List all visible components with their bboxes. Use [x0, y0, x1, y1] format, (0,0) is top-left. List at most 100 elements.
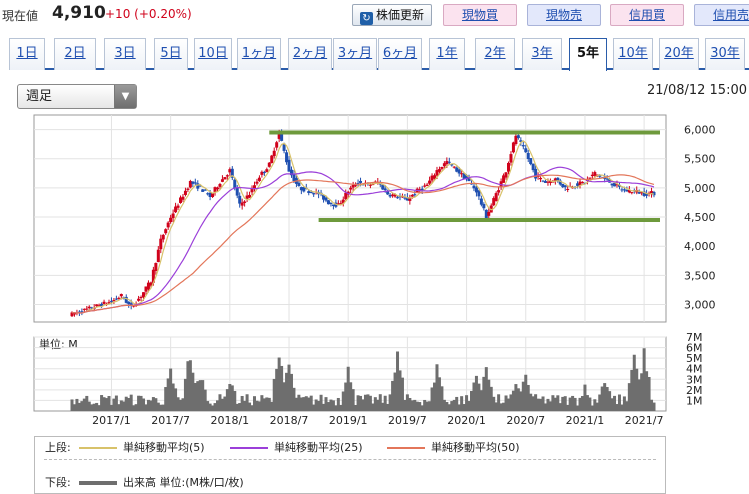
tab-14[interactable]: 20年	[659, 38, 699, 70]
candle-body-181	[516, 135, 520, 139]
candle-body-60	[218, 184, 222, 187]
candle-body-19	[117, 297, 121, 299]
margin-buy-button[interactable]: 信用買	[610, 4, 684, 26]
volume-bar-174	[499, 403, 503, 411]
volume-bar-183	[521, 381, 525, 411]
volume-swatch	[79, 481, 117, 485]
volume-bar-103	[324, 397, 328, 411]
tab-3[interactable]: 5日	[154, 38, 188, 70]
candle-body-175	[502, 175, 506, 183]
candle-body-116	[356, 182, 360, 184]
volume-bar-138	[410, 400, 414, 411]
volume-bar-23	[127, 398, 131, 411]
candle-body-44	[179, 197, 183, 203]
volume-bar-52	[198, 380, 202, 411]
candle-body-12	[100, 303, 104, 307]
cash-sell-button[interactable]: 現物売	[527, 4, 601, 26]
candle-body-39	[166, 222, 170, 228]
candle-body-48	[188, 181, 192, 188]
volume-bar-47	[186, 361, 190, 411]
tab-11[interactable]: 3年	[522, 38, 562, 70]
candle-body-0	[70, 312, 74, 317]
refresh-button[interactable]: ↻ 株価更新	[352, 4, 432, 26]
tab-9[interactable]: 1年	[429, 38, 465, 70]
volume-bar-216	[603, 383, 607, 411]
candle-body-220	[613, 182, 617, 187]
candle-body-141	[418, 189, 422, 191]
volume-bar-6	[85, 395, 89, 411]
tab-6[interactable]: 2ヶ月	[288, 38, 332, 70]
volume-bar-77	[260, 395, 264, 411]
candle-body-191	[541, 180, 545, 182]
candle-body-164	[474, 187, 478, 193]
tab-1[interactable]: 2日	[54, 38, 96, 70]
tab-4[interactable]: 10日	[194, 38, 232, 70]
candle-body-105	[329, 202, 333, 204]
candle-body-166	[479, 198, 483, 205]
volume-bar-37	[161, 404, 165, 411]
volume-bar-236	[652, 402, 656, 411]
volume-y-tick-2: 3M	[686, 373, 703, 386]
tab-13[interactable]: 10年	[613, 38, 653, 70]
tab-7[interactable]: 3ヶ月	[333, 38, 377, 70]
candle-body-66	[233, 179, 237, 189]
volume-bar-198	[558, 403, 562, 411]
ma5-swatch	[79, 447, 117, 449]
candle-body-226	[627, 190, 631, 193]
candle-body-113	[349, 187, 353, 190]
candle-body-196	[553, 178, 557, 181]
candle-body-193	[546, 181, 550, 183]
candle-body-37	[161, 234, 165, 240]
volume-bar-69	[240, 395, 244, 411]
candle-body-18	[114, 298, 118, 300]
volume-bar-39	[166, 378, 170, 411]
volume-bar-190	[539, 398, 543, 411]
candle-body-93	[299, 187, 303, 191]
tab-2[interactable]: 3日	[104, 38, 146, 70]
interval-select[interactable]: 週足 ▼	[17, 84, 137, 109]
volume-bar-131	[393, 372, 397, 411]
volume-bar-30	[144, 404, 148, 411]
candle-body-162	[470, 183, 474, 185]
tab-10[interactable]: 2年	[475, 38, 515, 70]
candle-body-41	[171, 213, 175, 219]
volume-bar-54	[203, 389, 207, 411]
candle-body-103	[324, 197, 328, 201]
volume-bar-19	[117, 404, 121, 411]
volume-bar-84	[277, 357, 281, 411]
volume-bar-168	[484, 367, 488, 411]
candle-body-89	[289, 169, 293, 176]
volume-bar-55	[206, 401, 210, 411]
volume-bar-161	[467, 401, 471, 411]
candle-body-213	[595, 174, 599, 176]
candle-body-78	[262, 171, 266, 173]
volume-bar-137	[408, 397, 412, 411]
volume-bar-231	[640, 373, 644, 411]
tab-15[interactable]: 30年	[705, 38, 745, 70]
volume-bar-110	[341, 391, 345, 411]
legend-ma5: 単純移動平均(5)	[79, 440, 205, 456]
volume-bar-61	[220, 398, 224, 411]
volume-bar-143	[423, 399, 427, 411]
volume-bar-196	[553, 397, 557, 411]
candle-body-135	[403, 197, 407, 199]
volume-bar-17	[112, 398, 116, 411]
cash-buy-button[interactable]: 現物買	[443, 4, 517, 26]
tab-0[interactable]: 1日	[9, 38, 45, 70]
volume-bar-29	[142, 398, 146, 411]
volume-bar-66	[233, 390, 237, 411]
volume-bar-113	[349, 382, 353, 411]
volume-bar-144	[425, 401, 429, 411]
candle-body-155	[452, 166, 456, 168]
volume-bar-166	[479, 390, 483, 411]
price-y-tick-3: 4,500	[684, 211, 716, 224]
tab-8[interactable]: 6ヶ月	[378, 38, 422, 70]
legend-ma50-label: 単純移動平均(50)	[431, 441, 520, 454]
tab-5[interactable]: 1ヶ月	[237, 38, 281, 70]
candle-body-159	[462, 173, 466, 179]
margin-sell-button[interactable]: 信用売	[694, 4, 749, 26]
candle-body-133	[398, 196, 402, 198]
tab-12[interactable]: 5年	[569, 38, 607, 71]
candle-body-30	[144, 286, 148, 292]
candle-body-106	[331, 204, 335, 207]
